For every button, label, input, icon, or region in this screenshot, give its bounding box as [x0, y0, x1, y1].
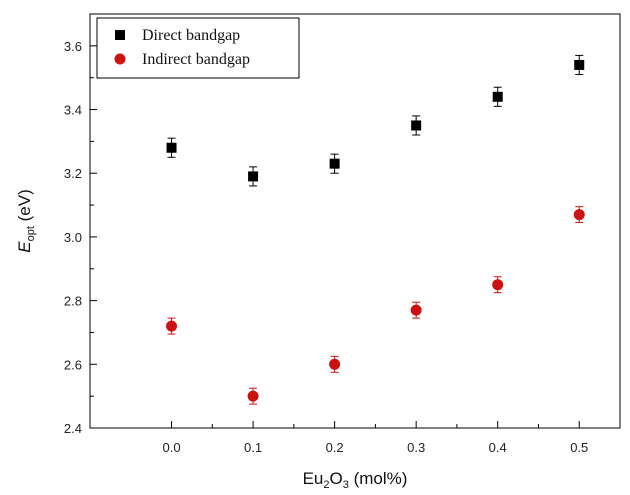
legend: Direct bandgap Indirect bandgap — [96, 17, 300, 79]
x-tick-label: 0.0 — [162, 440, 180, 455]
legend-box — [96, 17, 300, 79]
series-square — [166, 54, 585, 187]
data-point-circle — [329, 358, 341, 370]
y-tick-label: 3.4 — [64, 103, 82, 118]
y-tick-label: 3.6 — [64, 39, 82, 54]
y-tick-label: 2.6 — [64, 357, 82, 372]
x-axis-title: Eu2O3 (mol%) — [303, 469, 408, 491]
data-point-square — [574, 59, 585, 70]
x-tick-label: 0.3 — [407, 440, 425, 455]
y-tick-label: 2.4 — [64, 421, 82, 436]
data-point-square — [248, 171, 259, 182]
x-tick-label: 0.2 — [326, 440, 344, 455]
legend-square-marker — [115, 30, 125, 40]
y-tick-label: 3.0 — [64, 230, 82, 245]
plot-area-frame — [89, 13, 621, 429]
series-circle — [166, 206, 585, 405]
data-point-square — [329, 158, 340, 169]
data-point-circle — [247, 390, 259, 402]
legend-label: Direct bandgap — [142, 27, 240, 44]
series-layer — [166, 54, 585, 405]
x-axis: 0.0 0.1 0.2 0.3 0.4 0.5 — [162, 421, 588, 455]
data-point-square — [411, 120, 422, 131]
x-tick-label: 0.5 — [570, 440, 588, 455]
data-point-circle — [573, 209, 585, 221]
x-tick-label: 0.1 — [244, 440, 262, 455]
y-tick-label: 3.2 — [64, 166, 82, 181]
data-point-circle — [410, 304, 422, 316]
data-point-circle — [166, 320, 178, 332]
y-axis: 2.4 2.6 2.8 3.0 3.2 3.4 3.6 — [64, 39, 97, 436]
data-point-square — [166, 142, 177, 153]
data-point-circle — [492, 279, 504, 291]
legend-label: Indirect bandgap — [142, 51, 250, 68]
y-tick-label: 2.8 — [64, 294, 82, 309]
x-tick-label: 0.4 — [489, 440, 507, 455]
legend-circle-marker — [114, 53, 126, 65]
data-point-square — [492, 91, 503, 102]
y-axis-title: Eopt (eV) — [15, 189, 37, 252]
